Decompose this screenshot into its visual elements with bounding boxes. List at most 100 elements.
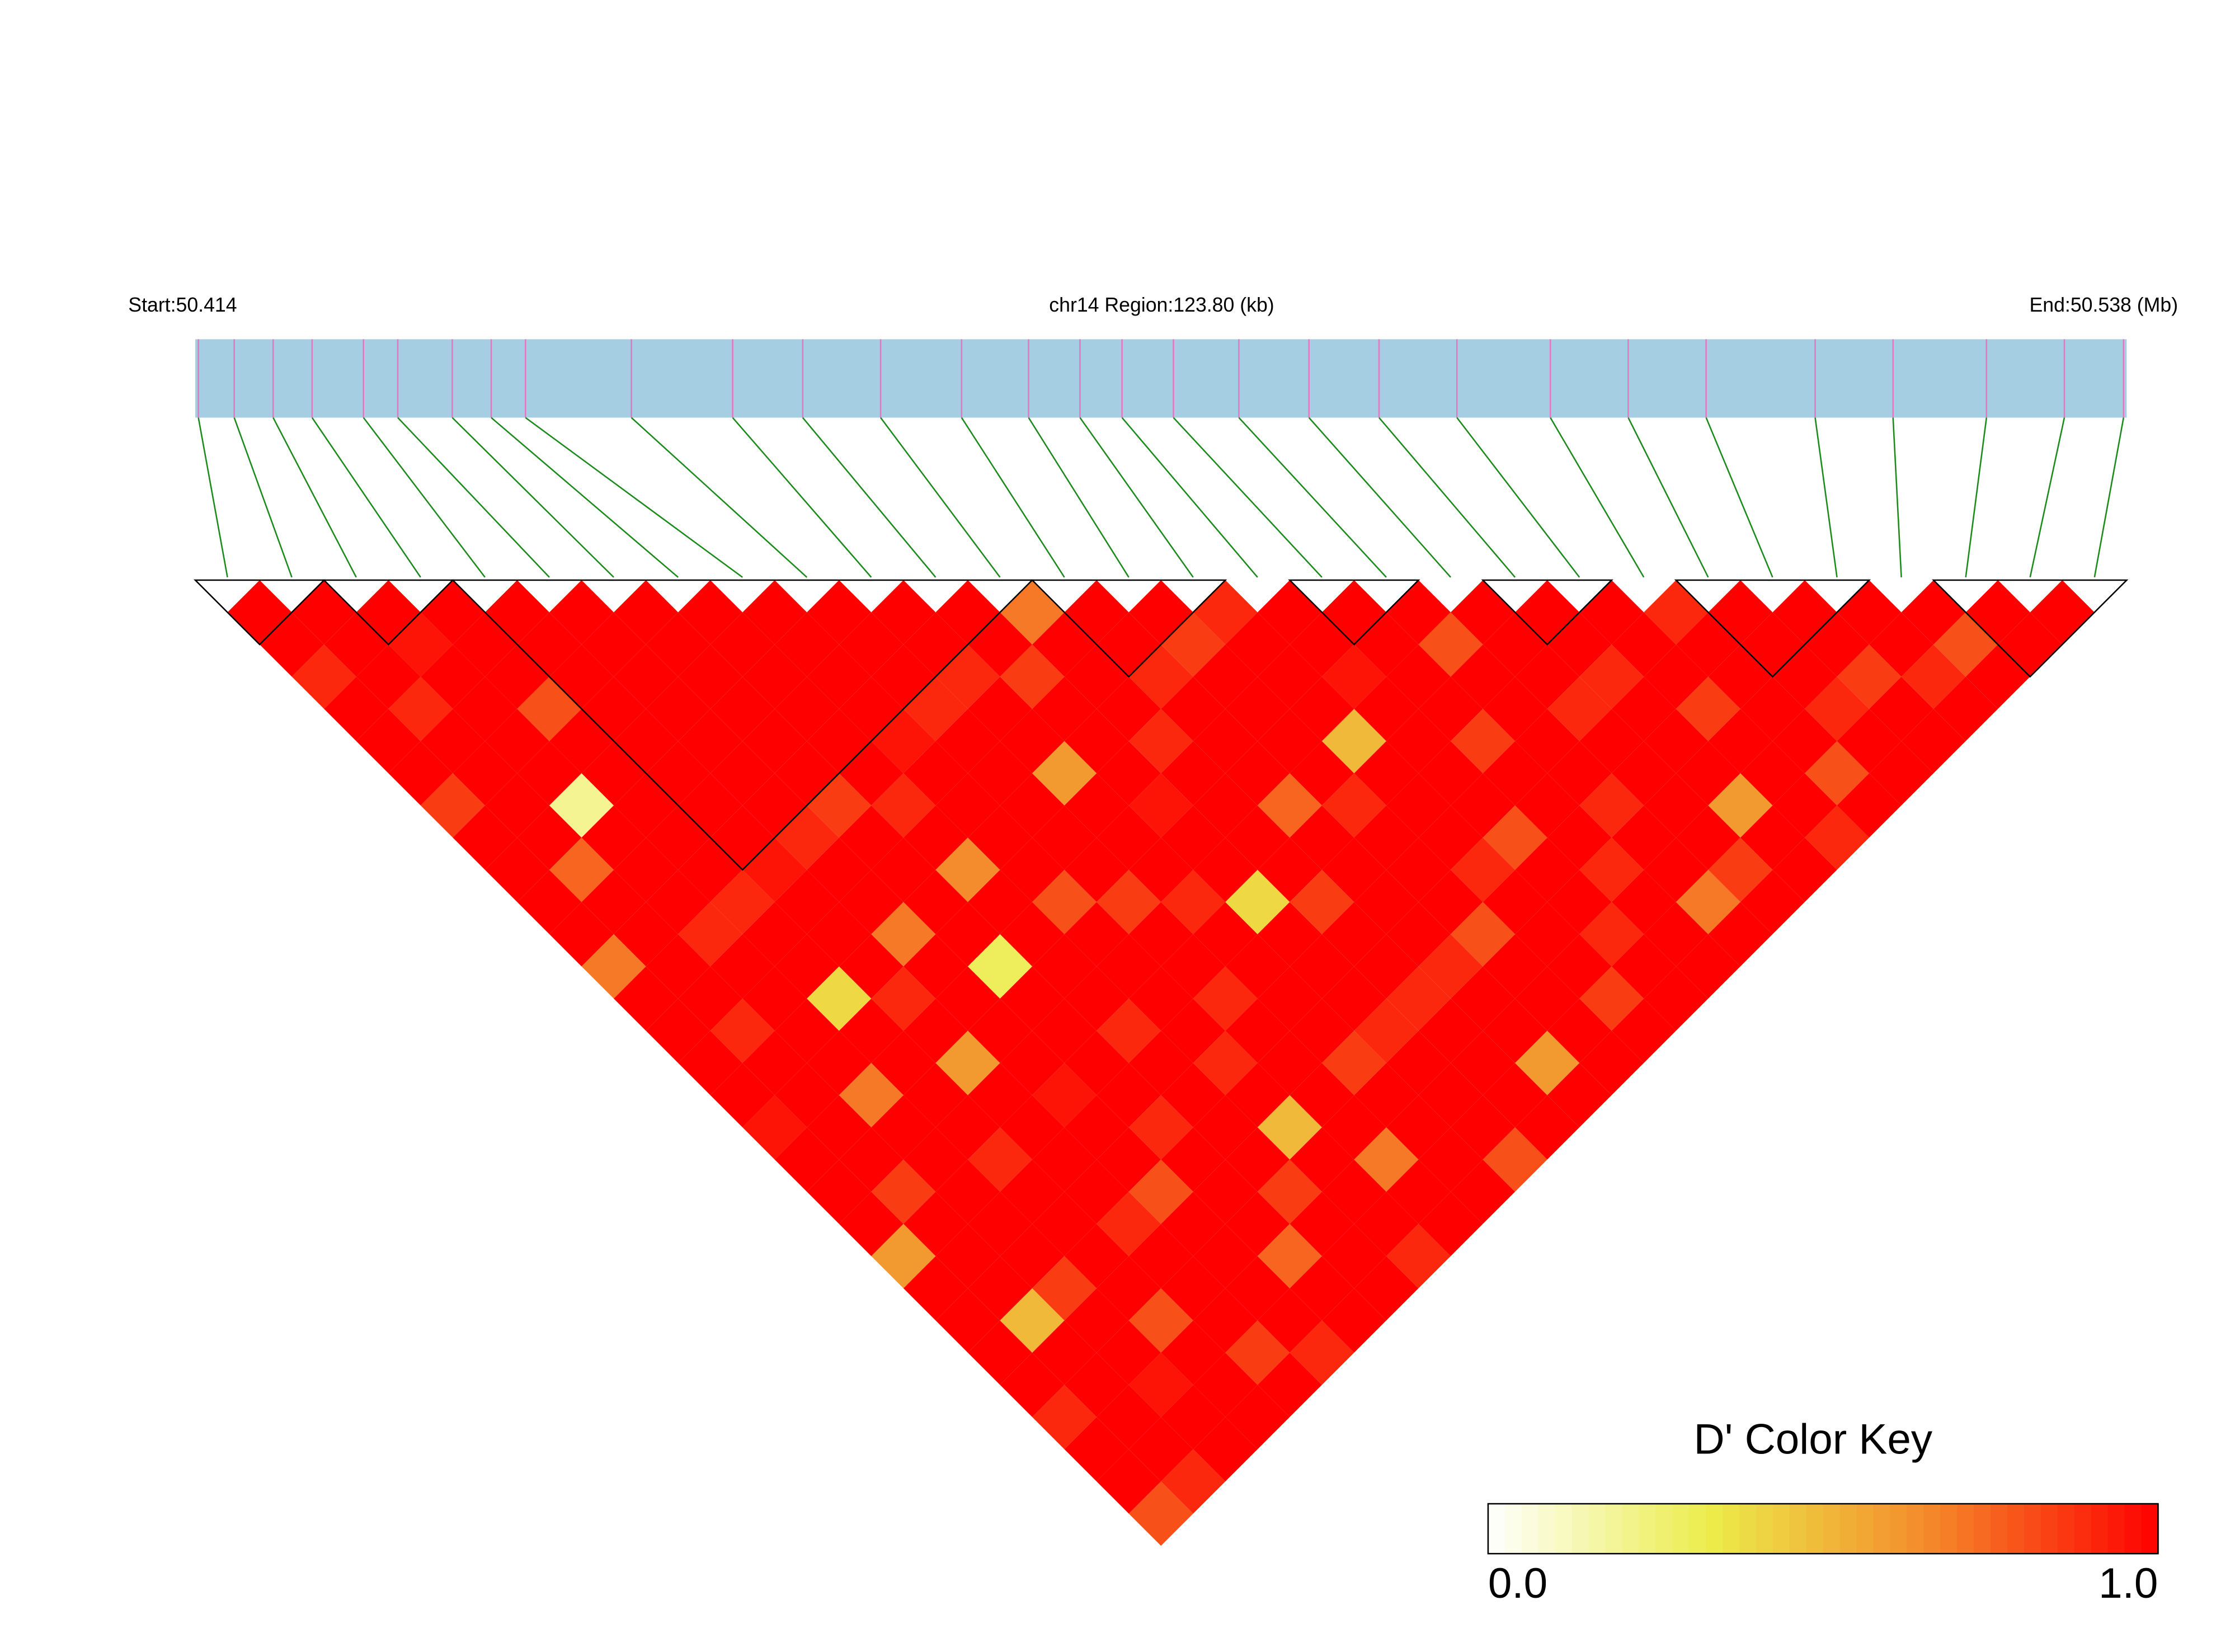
ld-cell <box>1097 1256 1161 1321</box>
ld-cell <box>614 580 679 645</box>
ld-cell <box>1064 1352 1129 1418</box>
ld-cell <box>1386 1095 1451 1160</box>
colorbar-step <box>1957 1504 1975 1554</box>
ld-cell <box>549 837 614 902</box>
ld-cell <box>1547 934 1612 999</box>
ld-cell <box>420 709 485 774</box>
region-label: chr14 Region:123.80 (kb) <box>1049 294 1274 316</box>
ld-cell <box>903 869 968 934</box>
ld-cell <box>1772 709 1837 774</box>
ld-cell <box>678 773 743 838</box>
snp-link <box>1121 417 1258 578</box>
colorbar-step <box>2107 1504 2125 1554</box>
ld-cell <box>1451 1095 1516 1160</box>
ld-cell <box>1451 966 1516 1031</box>
ld-cell <box>1451 709 1516 774</box>
colorbar-step <box>1789 1504 1808 1554</box>
ld-block <box>1030 579 1227 678</box>
ld-cell <box>1418 805 1483 870</box>
ld-cell <box>967 934 1033 999</box>
ld-cell <box>484 837 549 902</box>
colorbar-step <box>1907 1504 1925 1554</box>
start-label: Start:50.414 <box>128 294 237 316</box>
colorbar-step <box>1571 1504 1589 1554</box>
ld-cell <box>1386 580 1451 645</box>
ld-cell <box>549 902 614 967</box>
ld-block <box>451 579 1034 871</box>
ld-cell <box>742 580 807 645</box>
ld-cell <box>1290 676 1354 741</box>
ld-cell <box>1611 741 1676 806</box>
ld-cell <box>453 805 517 870</box>
ld-cell <box>1097 676 1161 741</box>
snp-link <box>363 417 486 578</box>
ld-cell <box>388 676 453 741</box>
ld-cell <box>1290 1192 1354 1256</box>
ld-cell <box>774 1127 839 1192</box>
ld-cell <box>1000 1095 1065 1160</box>
ld-cell <box>388 741 453 806</box>
ld-cell <box>1611 869 1676 934</box>
snp-link <box>491 417 679 578</box>
snp-link <box>525 417 743 578</box>
ld-cell <box>646 741 711 806</box>
ld-cell <box>1321 966 1386 1031</box>
ld-cell <box>1804 805 1870 870</box>
ld-cell <box>1515 773 1580 838</box>
ld-cell <box>614 966 679 1031</box>
ld-cell <box>1804 741 1870 806</box>
ld-cell <box>1483 1063 1547 1128</box>
ld-cell <box>710 999 775 1063</box>
ld-cell <box>1321 1288 1386 1353</box>
ld-cell <box>646 999 711 1063</box>
ld-cell <box>1418 676 1483 741</box>
ld-cell <box>1290 1063 1354 1128</box>
ld-cell <box>678 580 743 645</box>
ld-cell <box>807 966 872 1031</box>
ld-cell <box>1740 741 1805 806</box>
colorbar-step <box>1890 1504 1908 1554</box>
ld-cell <box>1161 1320 1226 1385</box>
ld-cell <box>1257 580 1322 645</box>
colorbar-step <box>1940 1504 1958 1554</box>
ld-cell <box>1032 869 1097 934</box>
colorbar-step <box>1605 1504 1623 1554</box>
ld-cell <box>1676 869 1740 934</box>
ld-cell <box>1128 1417 1193 1482</box>
ld-cell <box>1290 934 1354 999</box>
ld-cell <box>1257 1223 1322 1288</box>
snp-link <box>880 417 1001 578</box>
ld-cell <box>1451 644 1516 709</box>
ld-cell <box>1128 902 1193 967</box>
snp-link <box>1705 417 1773 578</box>
ld-cell <box>1032 934 1097 999</box>
ld-cell <box>871 837 936 902</box>
colorbar-step <box>1739 1504 1757 1554</box>
ld-cell <box>1097 1192 1161 1256</box>
ld-cell <box>1193 902 1258 967</box>
ld-cell <box>1386 644 1451 709</box>
ld-cell <box>1064 644 1129 709</box>
colorbar-step <box>1521 1504 1540 1554</box>
ld-cell <box>807 580 872 645</box>
ld-cell <box>1676 934 1740 999</box>
ld-cell <box>1290 869 1354 934</box>
ld-cell <box>871 1223 936 1288</box>
ld-cell <box>1000 1288 1065 1353</box>
ld-cell <box>1193 644 1258 709</box>
ld-cell <box>1451 1030 1516 1095</box>
ld-cell <box>1547 869 1612 934</box>
ld-cell <box>1418 999 1483 1063</box>
ld-cell <box>1321 902 1386 967</box>
ld-cell <box>1483 676 1547 741</box>
ld-cell <box>1611 999 1676 1063</box>
snp-link <box>1173 417 1323 578</box>
ld-cell <box>1128 1030 1193 1095</box>
ld-cell <box>1000 1352 1065 1418</box>
ld-cell <box>1579 644 1644 709</box>
ld-cell <box>1193 773 1258 838</box>
ld-cell <box>1869 741 1934 806</box>
ld-cell <box>1290 1127 1354 1192</box>
ld-cell <box>1644 837 1709 902</box>
ld-cell <box>967 741 1033 806</box>
